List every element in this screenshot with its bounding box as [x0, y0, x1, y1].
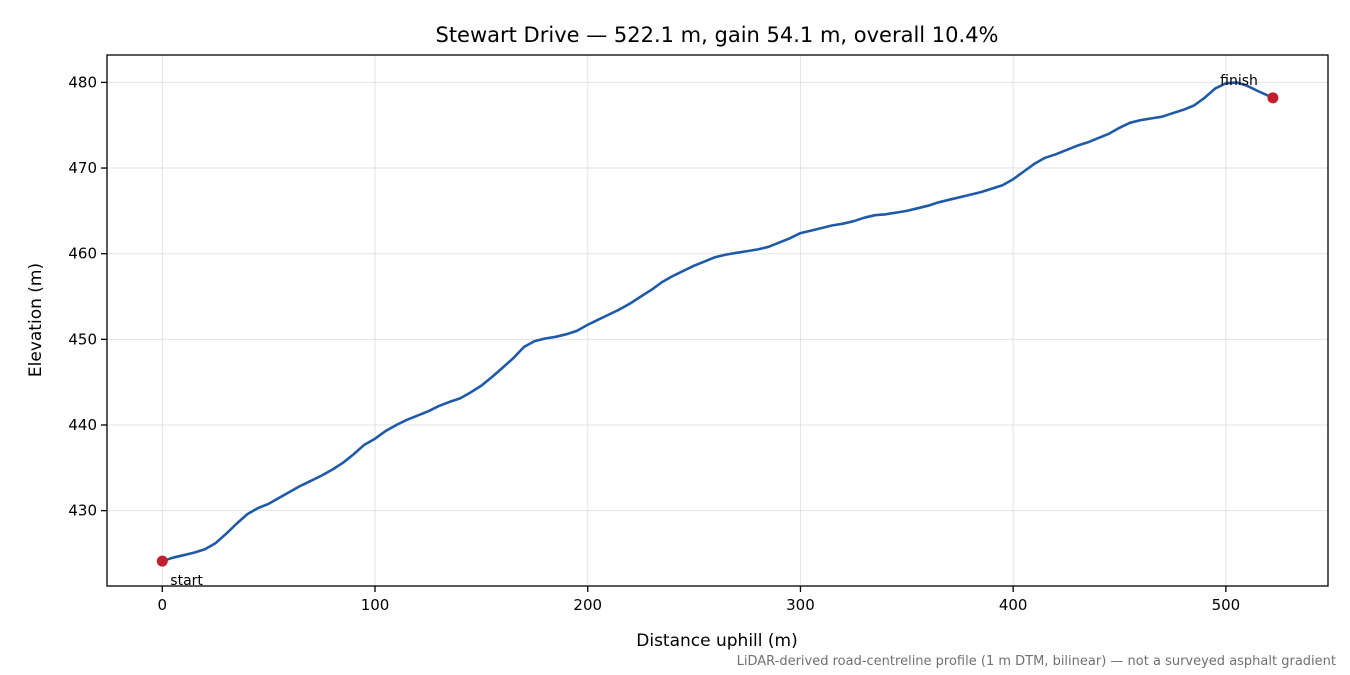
finish-marker	[1267, 92, 1279, 104]
y-tick-label: 450	[68, 330, 97, 348]
start-label: start	[170, 573, 203, 589]
y-axis-ticks: 430 440 450 460 470 480	[68, 73, 107, 520]
x-tick-label: 300	[786, 596, 815, 614]
endpoint-markers: start finish	[156, 73, 1279, 589]
start-marker	[156, 555, 168, 567]
footnote: LiDAR-derived road-centreline profile (1…	[737, 654, 1336, 669]
x-tick-label: 200	[573, 596, 602, 614]
x-tick-label: 400	[999, 596, 1028, 614]
gridlines	[107, 55, 1328, 586]
plot-frame	[106, 54, 1329, 587]
x-tick-label: 100	[361, 596, 390, 614]
x-axis-ticks: 0 100 200 300 400 500	[158, 586, 1241, 614]
x-tick-label: 500	[1212, 596, 1241, 614]
y-tick-label: 440	[68, 416, 97, 434]
y-tick-label: 430	[68, 502, 97, 520]
x-axis-label: Distance uphill (m)	[636, 631, 797, 651]
y-tick-label: 480	[68, 73, 97, 91]
y-tick-label: 460	[68, 245, 97, 263]
finish-label: finish	[1220, 73, 1258, 89]
y-axis-label: Elevation (m)	[26, 263, 46, 377]
x-tick-label: 0	[158, 596, 168, 614]
elevation-series-line	[161, 81, 1274, 563]
chart-title: Stewart Drive — 522.1 m, gain 54.1 m, ov…	[435, 23, 998, 47]
y-tick-label: 470	[68, 159, 97, 177]
